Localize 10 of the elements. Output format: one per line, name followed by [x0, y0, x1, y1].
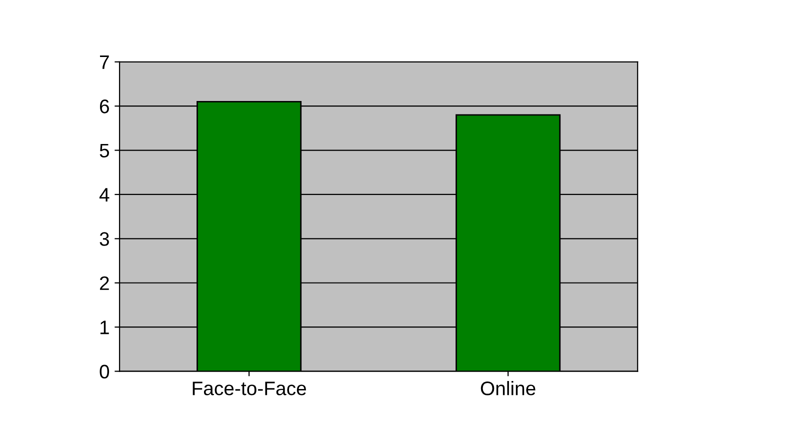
x-tick-label: Online [480, 381, 536, 396]
y-tick-label: 4 [99, 188, 110, 202]
x-tick-label: Face-to-Face [192, 382, 306, 396]
y-tick-label: 7 [100, 56, 109, 69]
y-tick-label: 0 [100, 364, 110, 379]
y-tick-label: 3 [100, 232, 109, 246]
y-tick-label: 1 [100, 320, 109, 334]
y-tick-label: 5 [100, 144, 110, 158]
y-tick-label: 6 [100, 100, 109, 114]
y-tick-label: 2 [100, 276, 109, 290]
